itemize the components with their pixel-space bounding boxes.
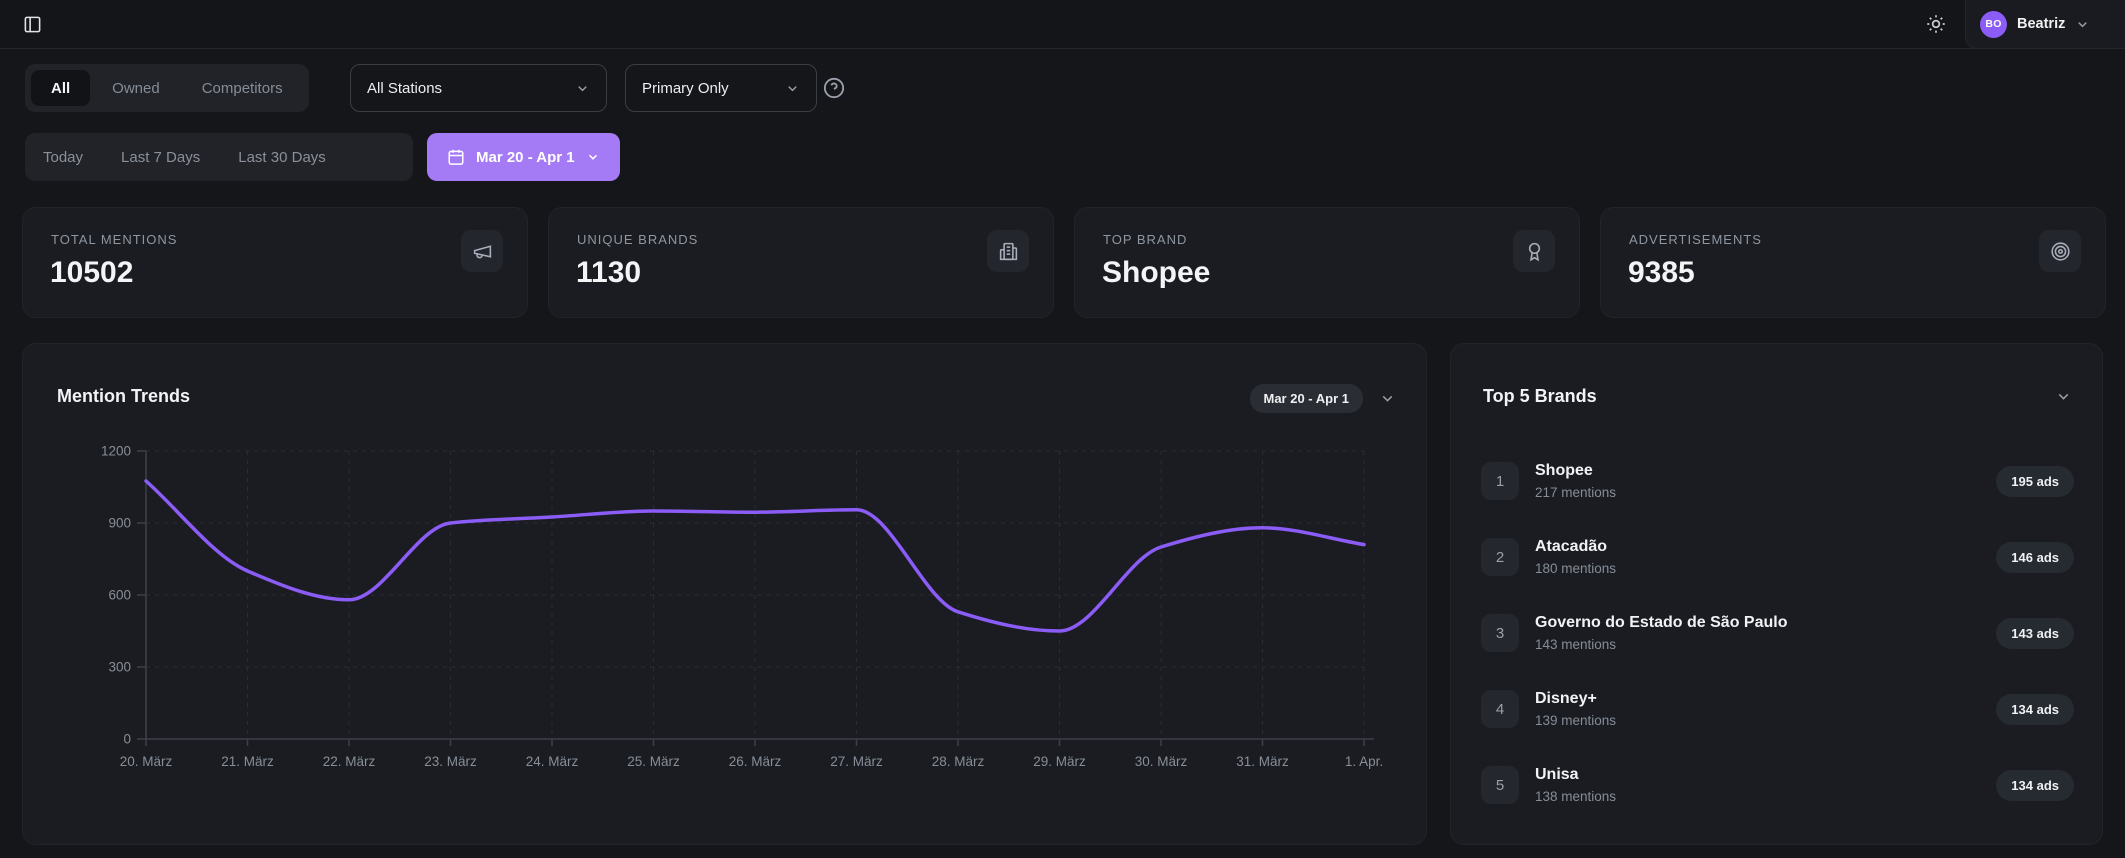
date-preset-group: Today Last 7 Days Last 30 Days [25, 133, 413, 181]
brand-name: Atacadão [1535, 537, 1608, 555]
tab-owned[interactable]: Owned [112, 79, 160, 97]
mention-trends-card: Mention Trends Mar 20 - Apr 1 0 300 600 900… [22, 343, 1427, 845]
sidebar-toggle-button[interactable] [16, 8, 48, 40]
preset-last-30-days[interactable]: Last 30 Days [238, 148, 326, 166]
mention-trends-title: Mention Trends [57, 386, 191, 406]
chevron-down-icon[interactable] [1379, 390, 1396, 407]
primary-dropdown-value: Primary Only [642, 79, 729, 97]
primary-only-dropdown[interactable]: Primary Only [625, 64, 817, 112]
svg-text:20. März: 20. März [120, 754, 173, 769]
stat-value: 9385 [1628, 256, 1695, 289]
svg-text:25. März: 25. März [627, 754, 680, 769]
brand-name: Governo do Estado de São Paulo [1535, 613, 1788, 631]
svg-text:22. März: 22. März [323, 754, 376, 769]
tab-all[interactable]: All [31, 70, 91, 106]
date-range-label: Mar 20 - Apr 1 [476, 148, 575, 166]
preset-last-7-days[interactable]: Last 7 Days [121, 148, 201, 166]
stations-dropdown-value: All Stations [367, 79, 443, 97]
svg-text:21. März: 21. März [221, 754, 274, 769]
ads-count-badge: 146 ads [1996, 541, 2074, 573]
stat-value: 10502 [50, 256, 134, 289]
chevron-down-icon [575, 81, 590, 96]
svg-text:31. März: 31. März [1236, 754, 1289, 769]
building-icon [987, 230, 1029, 272]
scope-segmented-control: All Owned Competitors [25, 64, 309, 112]
svg-text:1200: 1200 [101, 444, 131, 459]
top-header: BO Beatriz [0, 0, 2125, 49]
rank-badge: 4 [1481, 690, 1519, 728]
chevron-down-icon [2075, 17, 2090, 32]
chevron-down-icon [785, 81, 800, 96]
calendar-icon [447, 148, 465, 166]
brand-row-2[interactable]: 2 Atacadão 180 mentions 146 ads [1481, 527, 2074, 587]
brand-mentions: 139 mentions [1535, 713, 1617, 729]
brand-mentions: 143 mentions [1535, 637, 1617, 653]
stat-card-unique-brands: UNIQUE BRANDS 1130 [548, 207, 1054, 318]
stat-value: 1130 [576, 256, 642, 289]
tab-competitors[interactable]: Competitors [201, 79, 283, 97]
award-icon [1513, 230, 1555, 272]
svg-text:300: 300 [108, 660, 131, 675]
svg-text:27. März: 27. März [830, 754, 883, 769]
sun-icon [1926, 14, 1946, 34]
brand-row-4[interactable]: 4 Disney+ 139 mentions 134 ads [1481, 679, 2074, 739]
stat-label: TOP BRAND [1103, 232, 1188, 247]
brand-name: Disney+ [1535, 689, 1597, 707]
chart-range-badge: Mar 20 - Apr 1 [1249, 384, 1363, 413]
ads-count-badge: 134 ads [1996, 769, 2074, 801]
ads-count-badge: 143 ads [1996, 617, 2074, 649]
rank-badge: 1 [1481, 462, 1519, 500]
stat-card-advertisements: ADVERTISEMENTS 9385 [1600, 207, 2106, 318]
svg-text:1. Apr.: 1. Apr. [1345, 754, 1383, 769]
brand-name: Shopee [1535, 461, 1593, 479]
brand-name: Unisa [1535, 765, 1579, 783]
svg-text:24. März: 24. März [526, 754, 579, 769]
brand-mentions: 138 mentions [1535, 789, 1617, 805]
mention-trends-chart: 0 300 600 900 1200 20. März 21. März 22. März 23… [101, 444, 1383, 770]
preset-today[interactable]: Today [43, 148, 84, 166]
top-brands-title: Top 5 Brands [1483, 386, 1597, 406]
chevron-down-icon [586, 150, 600, 164]
ads-count-badge: 134 ads [1996, 693, 2074, 725]
user-name: Beatriz [2017, 16, 2066, 32]
stat-card-top-brand: TOP BRAND Shopee [1074, 207, 1580, 318]
svg-text:600: 600 [108, 588, 131, 603]
chevron-down-icon[interactable] [2055, 388, 2072, 405]
brand-row-3[interactable]: 3 Governo do Estado de São Paulo 143 men… [1481, 603, 2074, 663]
brand-mentions: 217 mentions [1535, 485, 1617, 501]
date-range-button[interactable]: Mar 20 - Apr 1 [427, 133, 620, 181]
panel-left-icon [23, 15, 42, 34]
svg-text:26. März: 26. März [729, 754, 782, 769]
help-button[interactable] [822, 76, 846, 100]
stat-label: ADVERTISEMENTS [1629, 232, 1762, 247]
rank-badge: 2 [1481, 538, 1519, 576]
svg-text:30. März: 30. März [1135, 754, 1188, 769]
top-brands-card: Top 5 Brands 1 Shopee 217 mentions 195 a… [1450, 343, 2103, 845]
svg-text:28. März: 28. März [932, 754, 985, 769]
target-icon [2039, 230, 2081, 272]
svg-text:900: 900 [108, 516, 131, 531]
ads-count-badge: 195 ads [1996, 465, 2074, 497]
rank-badge: 5 [1481, 766, 1519, 804]
user-menu[interactable]: BO Beatriz [1965, 0, 2125, 49]
stations-dropdown[interactable]: All Stations [350, 64, 607, 112]
brand-row-5[interactable]: 5 Unisa 138 mentions 134 ads [1481, 755, 2074, 815]
rank-badge: 3 [1481, 614, 1519, 652]
svg-text:23. März: 23. März [424, 754, 477, 769]
help-circle-icon [823, 77, 845, 99]
stat-value: Shopee [1102, 256, 1211, 289]
svg-text:0: 0 [123, 732, 131, 747]
theme-toggle-button[interactable] [1920, 8, 1952, 40]
avatar: BO [1980, 10, 2007, 38]
stat-card-total-mentions: TOTAL MENTIONS 10502 [22, 207, 528, 318]
stat-label: TOTAL MENTIONS [51, 232, 178, 247]
brand-mentions: 180 mentions [1535, 561, 1617, 577]
brand-row-1[interactable]: 1 Shopee 217 mentions 195 ads [1481, 451, 2074, 511]
megaphone-icon [461, 230, 503, 272]
stat-label: UNIQUE BRANDS [577, 232, 699, 247]
svg-text:29. März: 29. März [1033, 754, 1086, 769]
